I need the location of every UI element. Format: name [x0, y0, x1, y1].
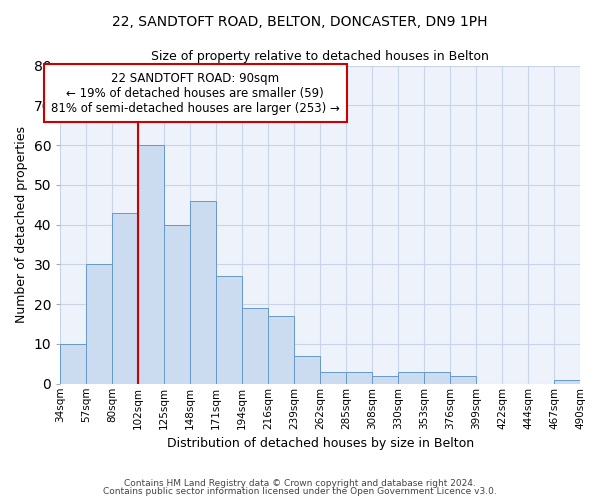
Bar [164, 224, 190, 384]
Bar [60, 344, 86, 384]
Bar [268, 316, 294, 384]
Bar [450, 376, 476, 384]
Bar [398, 372, 424, 384]
Bar [424, 372, 450, 384]
Bar [320, 372, 346, 384]
Bar [346, 372, 372, 384]
Text: Contains public sector information licensed under the Open Government Licence v3: Contains public sector information licen… [103, 487, 497, 496]
Bar [112, 212, 138, 384]
Bar [242, 308, 268, 384]
Bar [190, 201, 216, 384]
Bar [216, 276, 242, 384]
Text: 22 SANDTOFT ROAD: 90sqm
← 19% of detached houses are smaller (59)
81% of semi-de: 22 SANDTOFT ROAD: 90sqm ← 19% of detache… [51, 72, 340, 114]
Bar [372, 376, 398, 384]
X-axis label: Distribution of detached houses by size in Belton: Distribution of detached houses by size … [167, 437, 473, 450]
Text: 22, SANDTOFT ROAD, BELTON, DONCASTER, DN9 1PH: 22, SANDTOFT ROAD, BELTON, DONCASTER, DN… [112, 15, 488, 29]
Bar [138, 145, 164, 384]
Bar [86, 264, 112, 384]
Bar [554, 380, 580, 384]
Y-axis label: Number of detached properties: Number of detached properties [15, 126, 28, 323]
Bar [294, 356, 320, 384]
Title: Size of property relative to detached houses in Belton: Size of property relative to detached ho… [151, 50, 489, 63]
Text: Contains HM Land Registry data © Crown copyright and database right 2024.: Contains HM Land Registry data © Crown c… [124, 478, 476, 488]
